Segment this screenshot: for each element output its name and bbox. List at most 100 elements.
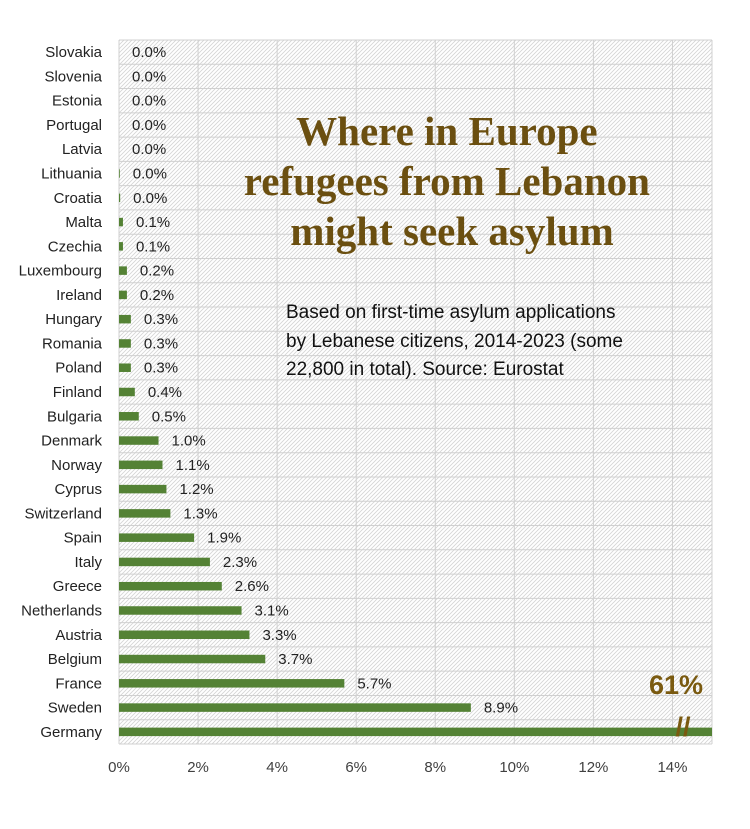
category-label-lithuania: Lithuania: [41, 166, 103, 183]
category-label-switzerland: Switzerland: [24, 505, 102, 522]
category-label-spain: Spain: [64, 530, 102, 547]
category-label-netherlands: Netherlands: [21, 602, 102, 619]
subtitle-line-1: Based on first-time asylum applications: [286, 302, 615, 323]
category-label-luxembourg: Luxembourg: [19, 263, 102, 280]
bar-sweden: [119, 703, 471, 712]
value-label-switzerland: 1.3%: [183, 505, 217, 522]
category-label-bulgaria: Bulgaria: [47, 408, 103, 425]
category-labels: Slovakia Slovenia Estonia Portugal Latvia Lit…: [19, 44, 103, 741]
x-tick-label: 0%: [108, 759, 130, 776]
axis-break-marker: //: [675, 712, 691, 742]
value-label-malta: 0.1%: [136, 214, 170, 231]
category-label-sweden: Sweden: [48, 700, 102, 717]
category-label-poland: Poland: [55, 360, 102, 377]
category-label-germany: Germany: [40, 724, 102, 741]
value-label-lithuania: 0.0%: [133, 166, 167, 183]
category-label-ireland: Ireland: [56, 287, 102, 304]
category-label-denmark: Denmark: [41, 433, 102, 450]
value-label-belgium: 3.7%: [278, 651, 312, 668]
bar-norway: [119, 460, 163, 470]
x-tick-label: 2%: [187, 759, 209, 776]
category-label-estonia: Estonia: [52, 93, 103, 110]
value-label-croatia: 0.0%: [133, 190, 167, 207]
value-label-norway: 1.1%: [175, 457, 209, 474]
value-label-bulgaria: 0.5%: [152, 408, 186, 425]
value-label-netherlands: 3.1%: [255, 602, 289, 619]
chart-title: Where in Europe refugees from Lebanon mi…: [244, 108, 660, 254]
value-label-estonia: 0.0%: [132, 93, 166, 110]
value-labels: 0.0% 0.0% 0.0% 0.0% 0.0% 0.0% 0.0% 0.1% 0.1% 0.2%…: [132, 44, 518, 716]
plot-background: [119, 40, 712, 744]
chart-subtitle: Based on first-time asylum applications …: [286, 302, 628, 380]
value-label-austria: 3.3%: [262, 627, 296, 644]
bar-greece: [119, 581, 222, 591]
category-label-czechia: Czechia: [48, 238, 103, 255]
value-label-greece: 2.6%: [235, 578, 269, 595]
title-line-3: might seek asylum: [290, 208, 613, 254]
value-label-portugal: 0.0%: [132, 117, 166, 134]
category-label-romania: Romania: [42, 335, 103, 352]
grid-lines: [118, 39, 713, 745]
value-label-denmark: 1.0%: [172, 433, 206, 450]
category-label-croatia: Croatia: [54, 190, 103, 207]
bar-denmark: [119, 436, 159, 445]
value-label-romania: 0.3%: [144, 335, 178, 352]
value-label-sweden: 8.9%: [484, 700, 518, 717]
value-label-poland: 0.3%: [144, 360, 178, 377]
value-label-slovakia: 0.0%: [132, 44, 166, 61]
category-label-malta: Malta: [65, 214, 102, 231]
category-label-hungary: Hungary: [45, 311, 102, 328]
value-label-hungary: 0.3%: [144, 311, 178, 328]
bar-romania: [119, 339, 131, 348]
x-tick-label: 6%: [345, 759, 367, 776]
category-label-cyprus: Cyprus: [54, 481, 102, 498]
bar-austria: [119, 630, 250, 640]
bar-cyprus: [119, 484, 167, 494]
bar-belgium: [119, 654, 266, 664]
bar-switzerland: [119, 509, 171, 518]
bar-italy: [119, 557, 210, 567]
category-label-norway: Norway: [51, 457, 102, 474]
bar-hungary: [119, 314, 131, 324]
x-tick-label: 8%: [424, 759, 446, 776]
x-tick-label: 14%: [657, 759, 687, 776]
x-tick-label: 4%: [266, 759, 288, 776]
value-label-czechia: 0.1%: [136, 238, 170, 255]
category-label-italy: Italy: [74, 554, 102, 571]
bar-germany: [119, 727, 712, 737]
bar-finland: [119, 387, 135, 397]
category-label-slovenia: Slovenia: [44, 68, 102, 85]
title-line-1: Where in Europe: [296, 108, 597, 154]
subtitle-line-2: by Lebanese citizens, 2014-2023 (some: [286, 331, 623, 352]
bar-czechia: [119, 242, 123, 251]
category-label-latvia: Latvia: [62, 141, 103, 158]
value-label-cyprus: 1.2%: [179, 481, 213, 498]
category-label-france: France: [55, 675, 102, 692]
value-label-luxembourg: 0.2%: [140, 263, 174, 280]
value-label-france: 5.7%: [357, 675, 391, 692]
x-tick-label: 10%: [499, 759, 529, 776]
value-label-spain: 1.9%: [207, 530, 241, 547]
germany-value-label: 61%: [649, 670, 703, 700]
value-label-finland: 0.4%: [148, 384, 182, 401]
value-label-latvia: 0.0%: [132, 141, 166, 158]
bar-lithuania: [119, 169, 120, 178]
bar-poland: [119, 363, 131, 372]
x-axis-tick-labels: 0% 2% 4% 6% 8% 10% 12% 14%: [108, 759, 687, 776]
bar-ireland: [119, 290, 127, 300]
category-label-finland: Finland: [53, 384, 102, 401]
value-label-ireland: 0.2%: [140, 287, 174, 304]
bar-netherlands: [119, 606, 242, 615]
value-label-slovenia: 0.0%: [132, 68, 166, 85]
bar-spain: [119, 533, 195, 542]
bar-luxembourg: [119, 266, 127, 275]
bar-france: [119, 679, 345, 688]
category-label-belgium: Belgium: [48, 651, 102, 668]
bar-bulgaria: [119, 412, 139, 421]
value-label-italy: 2.3%: [223, 554, 257, 571]
bar-malta: [119, 217, 123, 227]
subtitle-line-3: 22,800 in total). Source: Eurostat: [286, 359, 564, 380]
bar-croatia: [119, 193, 121, 203]
x-tick-label: 12%: [578, 759, 608, 776]
